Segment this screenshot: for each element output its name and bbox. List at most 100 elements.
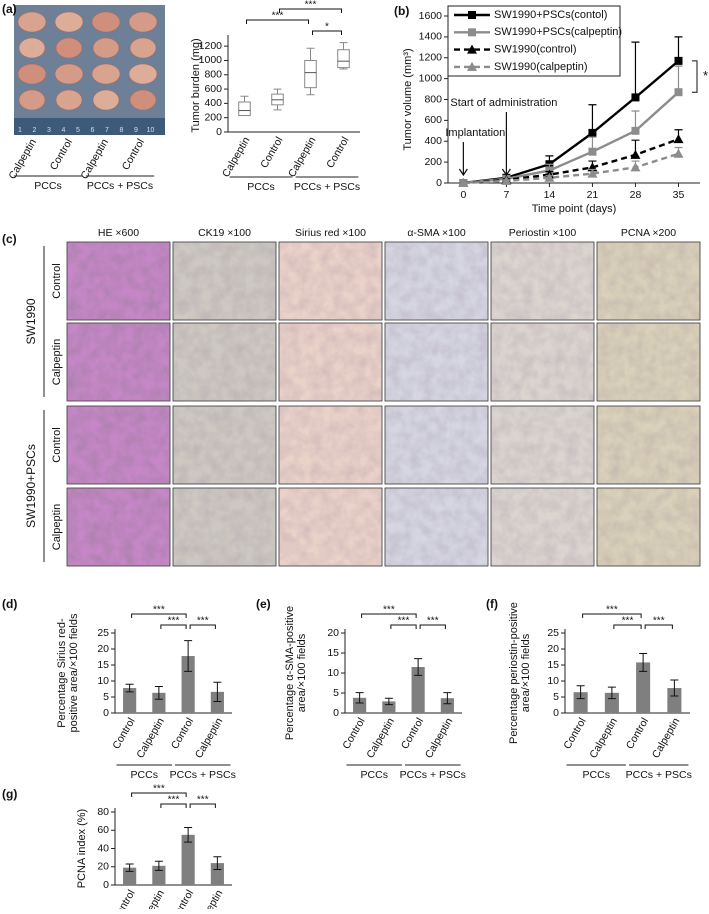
y-tick-label: 200	[204, 111, 222, 123]
tumor	[55, 89, 83, 111]
significance-label: ***	[305, 0, 317, 11]
error-bar	[154, 685, 163, 700]
y-tick-label: 15	[547, 659, 559, 671]
y-tick-label: 0	[436, 177, 442, 189]
tumor	[128, 11, 158, 33]
significance-bracket	[613, 624, 642, 629]
y-tick-label: 1000	[199, 54, 223, 66]
error-bar	[576, 685, 585, 700]
ruler	[14, 118, 165, 135]
significance-bracket	[160, 803, 187, 808]
y-tick-label: 600	[424, 114, 442, 126]
error-bar	[631, 41, 640, 98]
group-label: PCCs	[131, 769, 158, 781]
point	[630, 149, 641, 159]
row-label: Control	[51, 427, 63, 462]
point	[674, 88, 683, 97]
group-label: PCCs + PSCs	[294, 181, 360, 193]
point	[674, 56, 683, 65]
point	[501, 175, 512, 185]
error-bar	[674, 65, 683, 93]
y-tick-label: 10	[97, 675, 109, 687]
ruler-label: 3	[47, 127, 51, 134]
bar	[353, 697, 367, 713]
micrograph-texture	[67, 323, 170, 401]
x-tick-label: Control	[324, 135, 351, 170]
point	[458, 178, 469, 187]
box	[238, 101, 251, 117]
annotation: Implantation	[445, 127, 505, 139]
x-tick-label: Control	[120, 137, 147, 172]
y-tick-label: 1600	[419, 10, 443, 22]
micrograph-texture	[597, 406, 700, 484]
bar	[440, 698, 454, 713]
y-axis-label: Percentage periostin-positive	[508, 602, 520, 744]
y-axis-label: area/×100 fields	[520, 633, 532, 712]
significance-label: ***	[197, 616, 209, 627]
ruler-label: 10	[147, 127, 155, 134]
row-label: Calpeptin	[51, 339, 63, 385]
significance-bracket	[644, 624, 673, 629]
tumor	[18, 37, 46, 59]
ruler-label: 9	[134, 127, 138, 134]
annotation-arrow	[458, 142, 468, 177]
error-bar	[639, 652, 648, 672]
x-tick-label: Calpeptin	[587, 716, 620, 761]
micrograph-texture	[385, 488, 488, 566]
micrograph-texture	[173, 323, 276, 401]
bar	[181, 834, 195, 885]
column-header: CK19 ×100	[198, 227, 251, 239]
y-tick-label: 1400	[419, 31, 443, 43]
row-label: Control	[51, 263, 63, 298]
row-label: Calpeptin	[51, 504, 63, 550]
x-tick-label: Calpeptin	[193, 716, 226, 761]
error-bar	[670, 679, 679, 697]
tumor	[55, 37, 83, 59]
x-tick-label: Calpeptin	[134, 716, 167, 761]
point	[587, 168, 598, 178]
bar	[152, 692, 166, 713]
column-header: α-SMA ×100	[407, 227, 465, 239]
micrograph-texture	[491, 406, 594, 484]
y-axis-label: Percentage α-SMA-positive	[284, 606, 296, 740]
significance-bracket	[160, 624, 187, 629]
error-bar	[384, 697, 393, 706]
error-bar	[125, 863, 134, 872]
significance-bracket	[390, 624, 417, 629]
micrograph-texture	[491, 323, 594, 401]
x-tick-label: Calpeptin	[78, 137, 111, 182]
x-tick-label: Calpeptin	[286, 135, 319, 180]
tumor	[17, 63, 47, 85]
x-tick-label: Calpeptin	[364, 716, 397, 761]
y-tick-label: 5	[553, 691, 559, 703]
significance-label: ***	[653, 616, 665, 627]
x-tick-label: Control	[169, 716, 196, 751]
point	[631, 126, 640, 135]
significance-bracket	[279, 8, 342, 13]
x-tick-label: Control	[48, 137, 75, 172]
x-tick-label: Calpeptin	[193, 888, 226, 909]
y-tick-label: 0	[216, 126, 222, 138]
point	[544, 172, 555, 182]
error-bar	[414, 658, 423, 676]
error-bar	[184, 640, 193, 672]
point	[588, 147, 597, 156]
y-tick-label: 800	[424, 93, 442, 105]
error-bar	[607, 686, 616, 700]
bar	[210, 691, 224, 713]
ruler-label: 6	[91, 127, 95, 134]
x-tick-label: Control	[110, 888, 137, 909]
y-tick-label: 80	[97, 806, 109, 818]
y-tick-label: 1200	[199, 40, 223, 52]
micrograph-texture	[385, 406, 488, 484]
significance-bracket	[692, 60, 698, 93]
error-bar	[674, 36, 683, 61]
micrograph-texture	[173, 242, 276, 320]
significance-bracket	[189, 803, 216, 808]
legend-marker	[468, 11, 476, 19]
group-label: PCCs + PSCs	[87, 180, 153, 192]
tumor	[92, 37, 120, 59]
micrograph-texture	[67, 488, 170, 566]
y-tick-label: 600	[204, 83, 222, 95]
significance-bracket	[189, 624, 216, 629]
